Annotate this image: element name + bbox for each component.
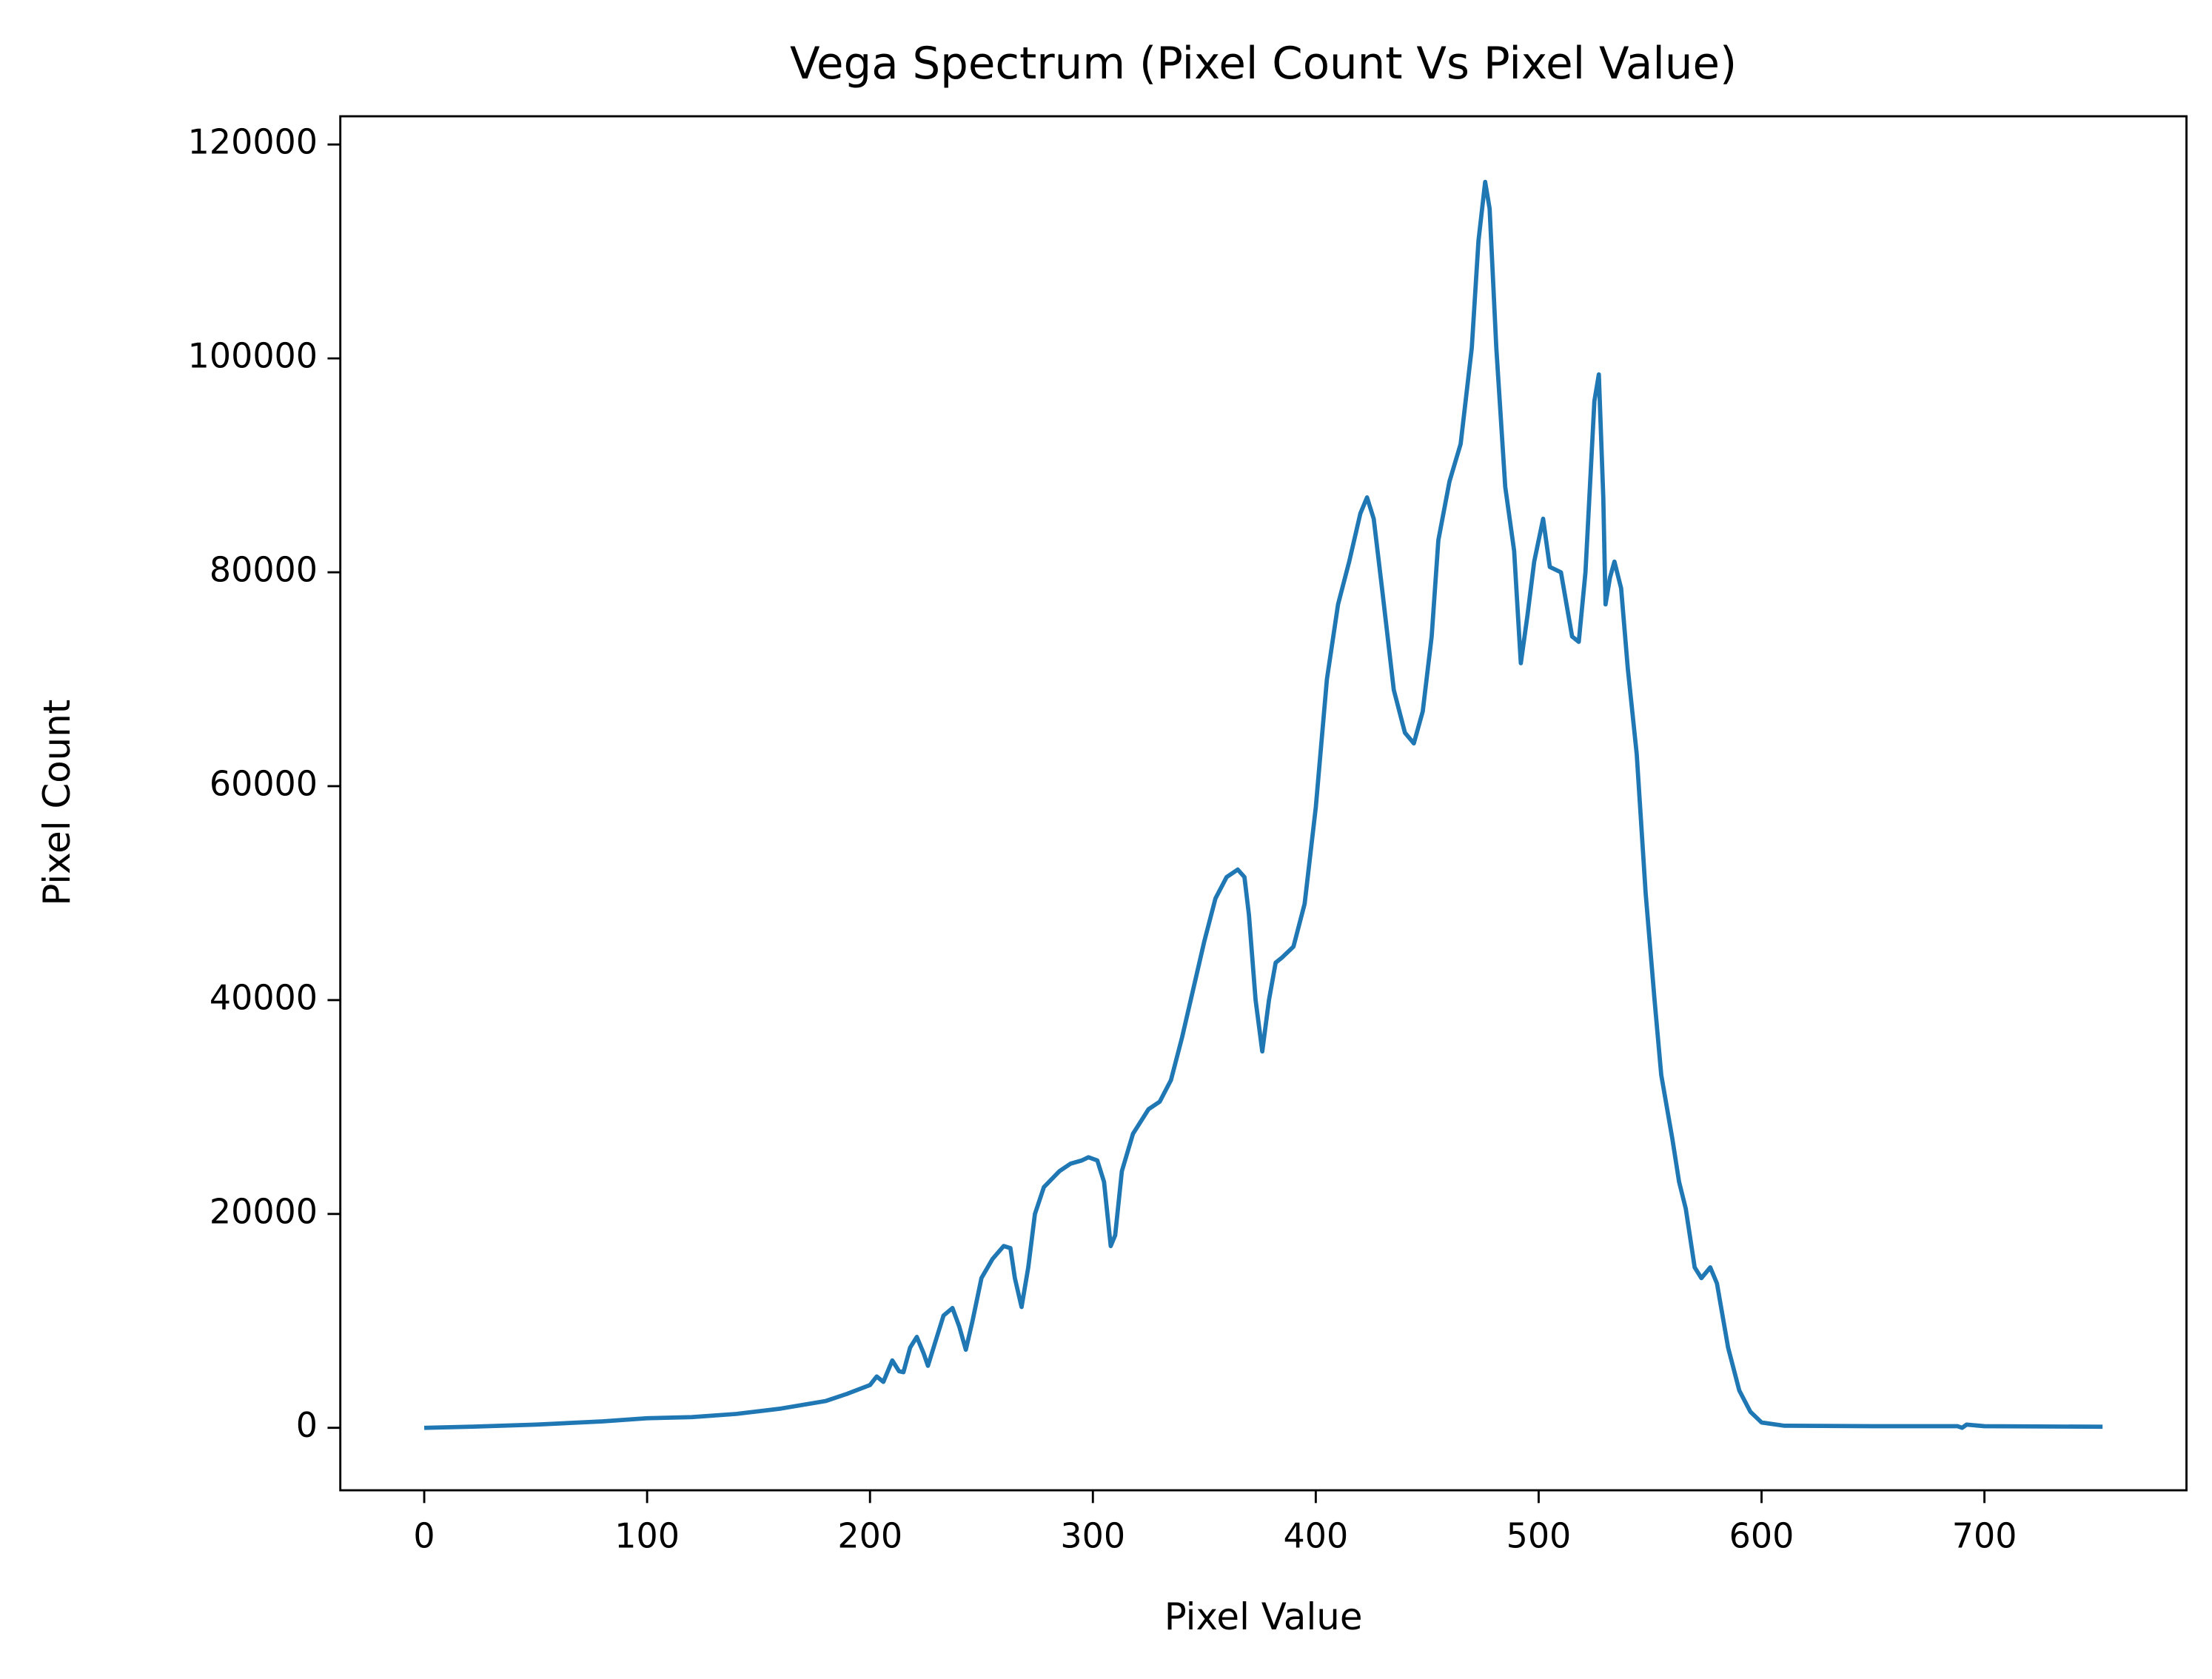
y-tick-label: 80000 [210,550,318,590]
y-tick-label: 20000 [210,1191,318,1231]
y-axis-label: Pixel Count [36,700,78,906]
x-tick-label: 300 [1060,1516,1125,1556]
x-tick-label: 200 [837,1516,902,1556]
x-tick-label: 700 [1952,1516,2017,1556]
x-tick-label: 500 [1506,1516,1572,1556]
data-line [423,179,2103,1430]
y-tick-label: 60000 [210,763,318,803]
chart-title: Vega Spectrum (Pixel Count Vs Pixel Valu… [790,38,1737,90]
x-axis-label: Pixel Value [1164,1595,1363,1638]
y-tick-label: 120000 [188,122,318,162]
x-tick-label: 400 [1284,1516,1349,1556]
x-tick-label: 100 [614,1516,680,1556]
y-tick-label: 40000 [210,977,318,1017]
x-tick-label: 600 [1729,1516,1794,1556]
plot-frame [339,115,2188,1492]
y-tick-label: 100000 [188,336,318,376]
x-tick-label: 0 [413,1516,435,1556]
y-tick-label: 0 [296,1405,318,1445]
